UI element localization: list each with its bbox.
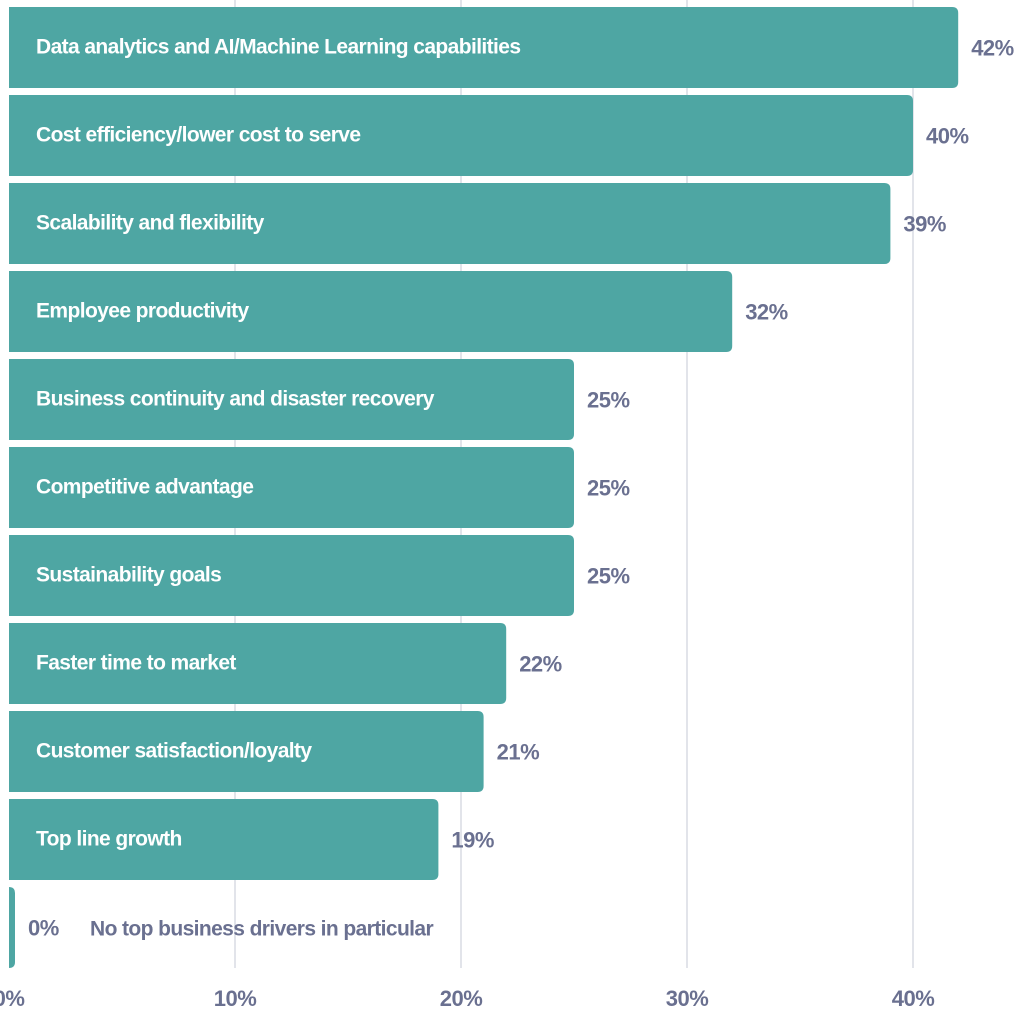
category-label: Competitive advantage <box>36 476 253 499</box>
bar <box>9 623 507 704</box>
x-tick-label: 30% <box>666 986 709 1011</box>
category-label: Top line growth <box>36 828 182 851</box>
x-tick-label: 40% <box>892 986 935 1011</box>
bar <box>9 535 574 616</box>
category-label: Scalability and flexibility <box>36 212 265 235</box>
value-label: 25% <box>587 564 630 589</box>
bar <box>9 887 15 968</box>
category-label: No top business drivers in particular <box>90 918 433 941</box>
x-tick-label: 10% <box>214 986 257 1011</box>
x-tick-label: 0% <box>0 986 24 1011</box>
x-tick-label: 20% <box>440 986 483 1011</box>
bar <box>9 183 891 264</box>
bar <box>9 711 484 792</box>
category-label: Business continuity and disaster recover… <box>36 388 435 411</box>
value-label: 22% <box>519 652 562 677</box>
bar <box>9 271 733 352</box>
category-label: Data analytics and AI/Machine Learning c… <box>36 36 520 59</box>
category-label: Employee productivity <box>36 300 250 323</box>
bar <box>9 447 574 528</box>
bar <box>9 359 574 440</box>
bar <box>9 95 913 176</box>
category-label: Sustainability goals <box>36 564 221 587</box>
value-label: 40% <box>926 124 969 149</box>
value-label: 25% <box>587 476 630 501</box>
bar <box>9 7 959 88</box>
value-label: 21% <box>497 740 540 765</box>
value-label: 0% <box>28 916 59 941</box>
value-label: 25% <box>587 388 630 413</box>
value-label: 19% <box>451 828 494 853</box>
bar <box>9 799 439 880</box>
category-label: Faster time to market <box>36 652 236 675</box>
value-label: 42% <box>971 36 1014 61</box>
category-label: Customer satisfaction/loyalty <box>36 740 312 763</box>
category-label: Cost efficiency/lower cost to serve <box>36 124 360 147</box>
value-label: 39% <box>903 212 946 237</box>
value-label: 32% <box>745 300 788 325</box>
